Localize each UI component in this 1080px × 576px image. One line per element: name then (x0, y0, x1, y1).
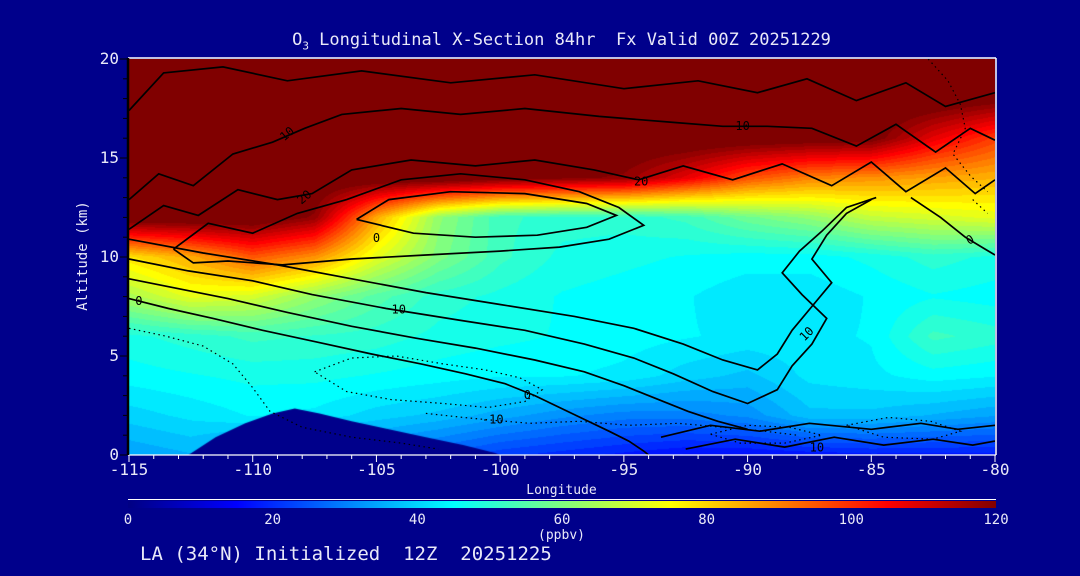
x-tick-label: -90 (733, 460, 762, 479)
contour-label: 0 (963, 232, 976, 248)
y-tick-label: 10 (100, 247, 119, 266)
contour-line (846, 416, 963, 440)
contour-label: 0 (373, 231, 380, 245)
contour-line (710, 424, 822, 444)
contour-label: 10 (810, 441, 824, 455)
contour-line (172, 172, 646, 266)
contour-label: 0 (524, 388, 531, 402)
chart-title-species: O (292, 30, 303, 50)
x-tick-label: -85 (857, 460, 886, 479)
y-tick-label: 5 (109, 346, 119, 365)
contour-line (128, 327, 439, 450)
x-tick-label: -115 (110, 460, 149, 479)
colorbar-tick-label: 80 (698, 512, 715, 528)
run-info-text: LA (34°N) Initialized 12Z 20251225 (140, 543, 552, 565)
contour-line (314, 355, 544, 409)
contour-label: 10 (735, 119, 749, 133)
contour-line (128, 107, 996, 201)
contour-line (128, 297, 650, 456)
chart-title-text: Longitudinal X-Section 84hr Fx Valid 00Z… (308, 30, 831, 50)
chart-title: O3 Longitudinal X-Section 84hr Fx Valid … (128, 30, 995, 52)
x-axis-title: Longitude (526, 483, 597, 498)
y-tick-label: 15 (100, 148, 119, 167)
contour-label: 10 (277, 124, 297, 144)
contour-line (128, 159, 996, 231)
contour-label: 10 (391, 302, 405, 316)
contour-label: 20 (294, 187, 314, 207)
x-tick-label: -105 (357, 460, 396, 479)
y-tick-label: 20 (100, 49, 119, 68)
contour-line (685, 436, 996, 450)
contour-label: 20 (634, 174, 648, 188)
x-tick-label: -95 (609, 460, 638, 479)
colorbar-tick-label: 100 (839, 512, 864, 528)
colorbar (128, 501, 996, 508)
contour-line (972, 199, 989, 214)
chart-title-subscript: 3 (302, 39, 309, 53)
contour-line (660, 422, 996, 439)
colorbar-tick-label: 20 (264, 512, 281, 528)
x-tick-label: -110 (233, 460, 272, 479)
colorbar-tick-label: 120 (983, 512, 1008, 528)
contour-label: 0 (135, 294, 142, 308)
colorbar-unit-label: (ppbv) (538, 528, 585, 543)
ozone-field-canvas (129, 59, 995, 455)
colorbar-tick-label: 40 (409, 512, 426, 528)
colorbar-tick-label: 60 (554, 512, 571, 528)
contour-line (128, 66, 996, 112)
colorbar-axis-line (128, 499, 996, 500)
colorbar-tick-label: 0 (124, 512, 132, 528)
contour-line (356, 190, 619, 239)
contour-line (910, 196, 996, 256)
contour-line (128, 277, 748, 431)
x-tick-label: -80 (981, 460, 1010, 479)
contour-line (128, 196, 877, 405)
contour-label: -10 (482, 412, 504, 426)
contour-line (128, 198, 872, 371)
x-tick-label: -100 (481, 460, 520, 479)
contour-line (927, 58, 989, 193)
y-tick-label: 0 (109, 445, 119, 464)
